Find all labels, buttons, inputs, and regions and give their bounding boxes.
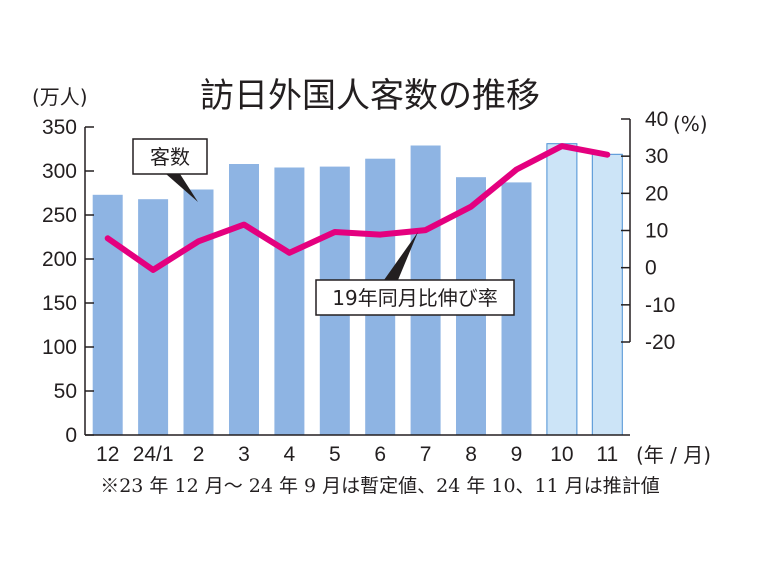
growth-rate-point (424, 228, 428, 232)
growth-rate-point (378, 233, 382, 237)
growth-rate-point (106, 236, 110, 240)
x-tick-label: 3 (238, 443, 250, 466)
left-tick-label: 50 (54, 380, 77, 403)
right-tick-label: 40 (645, 108, 668, 131)
line-callout-pointer (384, 232, 418, 280)
bar (138, 199, 169, 435)
left-tick-label: 250 (42, 204, 77, 227)
left-tick-label: 300 (42, 160, 77, 183)
right-axis-unit: (%) (673, 112, 708, 136)
growth-rate-point (469, 205, 473, 209)
growth-rate-point (242, 223, 246, 227)
bar (229, 164, 259, 435)
bar (274, 167, 305, 435)
x-tick-label: 12 (96, 443, 119, 466)
left-tick-label: 100 (42, 336, 77, 359)
right-tick-label: 20 (645, 182, 668, 205)
left-tick-label: 350 (42, 116, 77, 139)
right-tick-label: -20 (645, 331, 675, 354)
x-tick-label: 10 (550, 443, 573, 466)
callouts-group: 客数 19年同月比伸び率 (132, 138, 515, 316)
growth-rate-point (197, 239, 200, 243)
growth-rate-point (605, 153, 609, 157)
chart-title: 訪日外国人客数の推移 (200, 76, 540, 116)
growth-rate-point (333, 230, 337, 234)
bar-callout-pointer (166, 174, 198, 202)
x-tick-label: 7 (420, 443, 432, 466)
footnote: ※23 年 12 月～ 24 年 9 月は暫定値、24 年 10、11 月は推計… (100, 475, 660, 497)
right-tick-label: 0 (645, 257, 657, 280)
x-tick-label: 8 (465, 443, 477, 466)
bar (591, 153, 623, 436)
line-series-label-box (315, 279, 515, 316)
right-tick-label: -10 (645, 294, 675, 317)
x-tick-label: 11 (596, 443, 618, 466)
x-tick-label: 2 (193, 443, 205, 466)
x-tick-label: 24/1 (133, 443, 174, 466)
bar (183, 189, 214, 435)
left-axis-unit: (万人) (32, 85, 88, 109)
x-tick-label: 9 (511, 443, 523, 466)
x-tick-label: 4 (284, 443, 296, 466)
left-tick-label: 0 (65, 424, 77, 447)
x-tick-label: 5 (329, 443, 341, 466)
bar (546, 143, 578, 436)
bar (92, 194, 123, 435)
line-series-label: 19年同月比伸び率 (332, 286, 497, 310)
growth-rate-point (515, 168, 518, 171)
bar-series-label-box (132, 138, 208, 175)
bar-series-label: 客数 (150, 145, 190, 169)
right-tick-label: 10 (645, 220, 668, 243)
line-group (104, 143, 611, 273)
left-tick-label: 150 (42, 292, 77, 315)
right-tick-label: 30 (645, 145, 668, 168)
growth-rate-point (287, 251, 291, 255)
x-tick-label: 6 (374, 443, 386, 466)
left-tick-label: 200 (42, 248, 77, 271)
growth-rate-point (151, 268, 155, 272)
growth-rate-line (104, 143, 611, 273)
growth-rate-point (560, 144, 564, 148)
x-axis-unit: (年 / 月) (636, 443, 711, 467)
